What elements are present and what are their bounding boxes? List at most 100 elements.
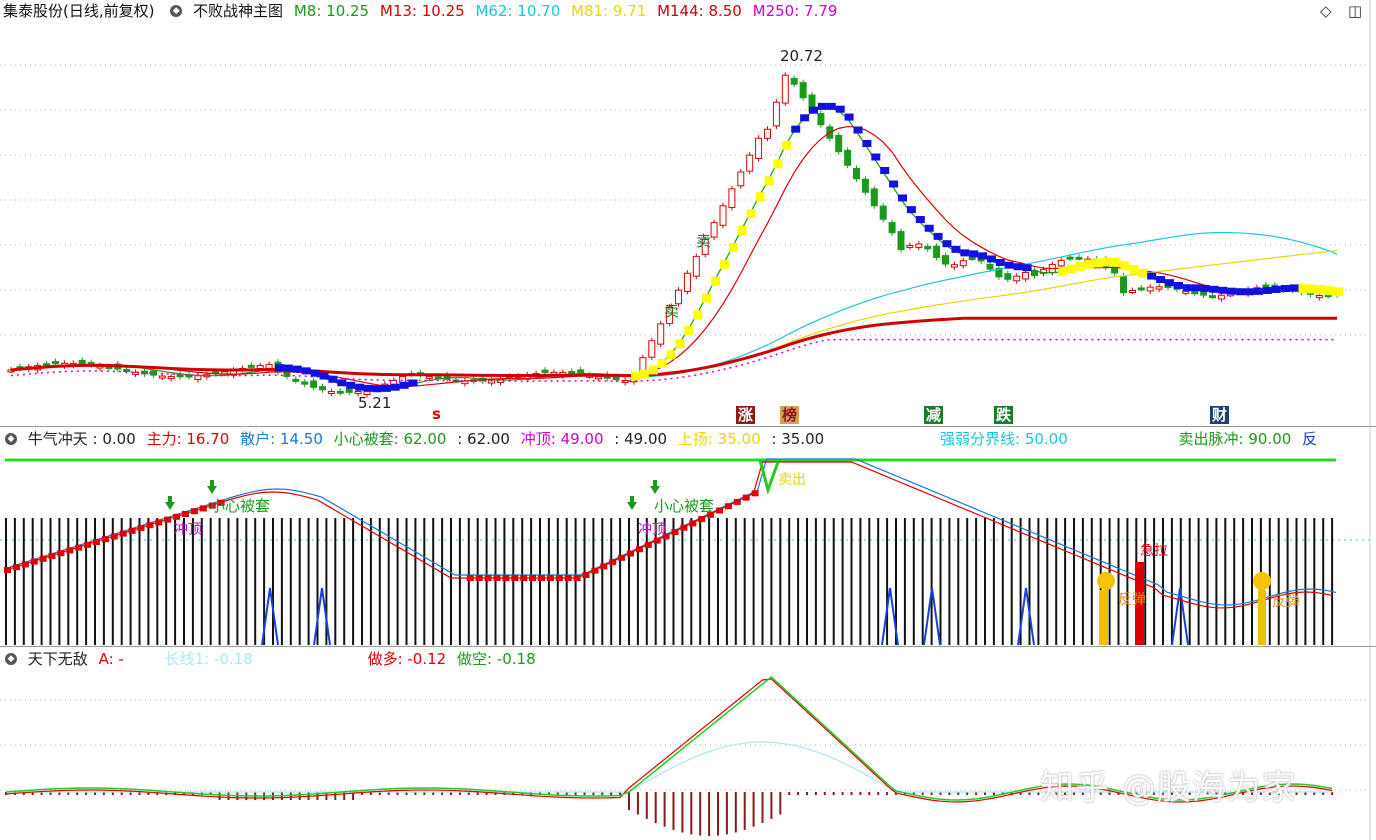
p1-label-7: 上扬: 35.00 bbox=[677, 430, 761, 448]
panel2-settings-icon[interactable]: ◆ bbox=[5, 652, 17, 665]
candle-body bbox=[1004, 273, 1012, 280]
candle-body bbox=[666, 306, 674, 324]
down-band-step bbox=[1280, 285, 1290, 293]
main-force-thick bbox=[698, 516, 706, 523]
down-band-step bbox=[408, 379, 418, 387]
main-force-thick bbox=[662, 533, 670, 540]
candle-body bbox=[336, 390, 344, 394]
candle-body bbox=[844, 149, 852, 166]
down-band-step bbox=[817, 102, 827, 110]
candle-body bbox=[158, 375, 166, 379]
up-band-step bbox=[648, 365, 658, 375]
up-band-step bbox=[728, 242, 738, 252]
candle-body bbox=[541, 369, 549, 374]
down-band-step bbox=[1218, 286, 1228, 294]
up-band-step bbox=[737, 226, 747, 236]
up-band-step bbox=[782, 140, 792, 150]
up-band-step bbox=[1102, 257, 1112, 267]
main-force-thick bbox=[4, 567, 11, 573]
up-band-step bbox=[746, 209, 756, 219]
down-band-step bbox=[310, 369, 320, 377]
main-force-thick bbox=[635, 546, 643, 553]
candle-body bbox=[594, 376, 602, 380]
p1-label-11: 反 bbox=[1302, 430, 1318, 448]
main-force-thick bbox=[555, 575, 563, 581]
up-band-step bbox=[639, 369, 649, 379]
main-force-thick bbox=[101, 536, 109, 543]
down-band-step bbox=[871, 153, 881, 161]
candle-body bbox=[959, 260, 967, 267]
main-force-thick bbox=[511, 575, 519, 581]
candle-body bbox=[817, 113, 825, 126]
down-band-step bbox=[791, 125, 801, 133]
up-band-step bbox=[1076, 261, 1085, 271]
p1-label-0[interactable]: 牛气冲天 : 0.00 bbox=[27, 430, 136, 448]
candle-body bbox=[345, 388, 353, 393]
candle-body bbox=[942, 255, 949, 265]
up-band-step bbox=[755, 192, 765, 202]
down-band-step bbox=[381, 384, 391, 392]
up-band-step bbox=[720, 259, 729, 269]
down-band-step bbox=[1236, 288, 1246, 296]
down-band-step bbox=[862, 140, 872, 147]
candle-body bbox=[675, 289, 682, 305]
down-band-step bbox=[1254, 287, 1263, 295]
candle-body bbox=[1111, 267, 1119, 274]
down-band-step bbox=[826, 102, 836, 110]
candle-body bbox=[986, 263, 994, 270]
settings-circle-icon[interactable]: ◆ bbox=[170, 4, 183, 17]
candle-body bbox=[1031, 269, 1038, 277]
down-band-step bbox=[800, 114, 810, 122]
ma-label-m250: M250: 7.79 bbox=[752, 2, 838, 20]
main-force-thick bbox=[618, 554, 626, 561]
panel1-settings-icon[interactable]: ◆ bbox=[5, 432, 17, 445]
p1-label-2: 散户: 14.50 bbox=[240, 430, 323, 448]
main-chart-header: 集泰股份(日线,前复权) ◆ 不败战神主图 M8: 10.25 M13: 10.… bbox=[0, 0, 1376, 22]
p1-label-8: : 35.00 bbox=[771, 430, 825, 448]
candle-body bbox=[728, 188, 736, 208]
main-force-thick bbox=[173, 513, 181, 520]
blue-spike bbox=[1017, 587, 1035, 646]
up-band-step bbox=[684, 325, 694, 335]
p2-label-0[interactable]: 天下无敌 bbox=[27, 650, 88, 668]
diamond-icon[interactable]: ◇ bbox=[1320, 2, 1332, 20]
candle-body bbox=[1013, 275, 1021, 282]
long-position-line bbox=[5, 678, 1333, 803]
candle-body bbox=[1315, 295, 1323, 299]
candle-body bbox=[1022, 271, 1030, 280]
down-band-step bbox=[346, 381, 356, 389]
indicator-name[interactable]: 不败战神主图 bbox=[193, 2, 284, 20]
down-band-step bbox=[1147, 272, 1157, 280]
main-force-thick bbox=[66, 547, 74, 554]
up-band-step bbox=[1138, 268, 1148, 278]
main-force-thick bbox=[75, 544, 83, 551]
candle-body bbox=[781, 74, 789, 104]
blue-spike bbox=[1171, 587, 1189, 646]
main-force-thick bbox=[164, 516, 172, 523]
ma13-line bbox=[10, 125, 1338, 388]
candle-body bbox=[265, 363, 273, 369]
p1-label-6: : 49.00 bbox=[614, 430, 668, 448]
ma144-line bbox=[10, 316, 1338, 378]
s-marker: s bbox=[432, 405, 441, 423]
p1-label-5: 冲顶: 49.00 bbox=[520, 430, 604, 448]
main-force-thick bbox=[716, 507, 723, 514]
main-force-thick bbox=[529, 575, 537, 581]
up-band-step bbox=[711, 276, 721, 286]
down-band-step bbox=[328, 375, 338, 383]
window-toggle-icon[interactable]: ◫ bbox=[1348, 2, 1363, 20]
candle-body bbox=[790, 77, 798, 85]
sell-marker-1: 卖 bbox=[696, 232, 712, 250]
down-band-step bbox=[1227, 287, 1237, 295]
ma-label-m62: M62: 10.70 bbox=[475, 2, 561, 20]
down-band-step bbox=[1165, 279, 1174, 287]
main-force-thick bbox=[190, 508, 198, 515]
main-force-thick bbox=[39, 555, 47, 562]
candle-body bbox=[1217, 294, 1225, 300]
stock-title[interactable]: 集泰股份(日线,前复权) bbox=[3, 2, 155, 20]
ma-label-m81: M81: 9.71 bbox=[571, 2, 647, 20]
p2-label-3: 做多: -0.12 bbox=[367, 650, 447, 668]
green-arrow-icon bbox=[627, 496, 637, 510]
candle-body bbox=[132, 371, 140, 375]
